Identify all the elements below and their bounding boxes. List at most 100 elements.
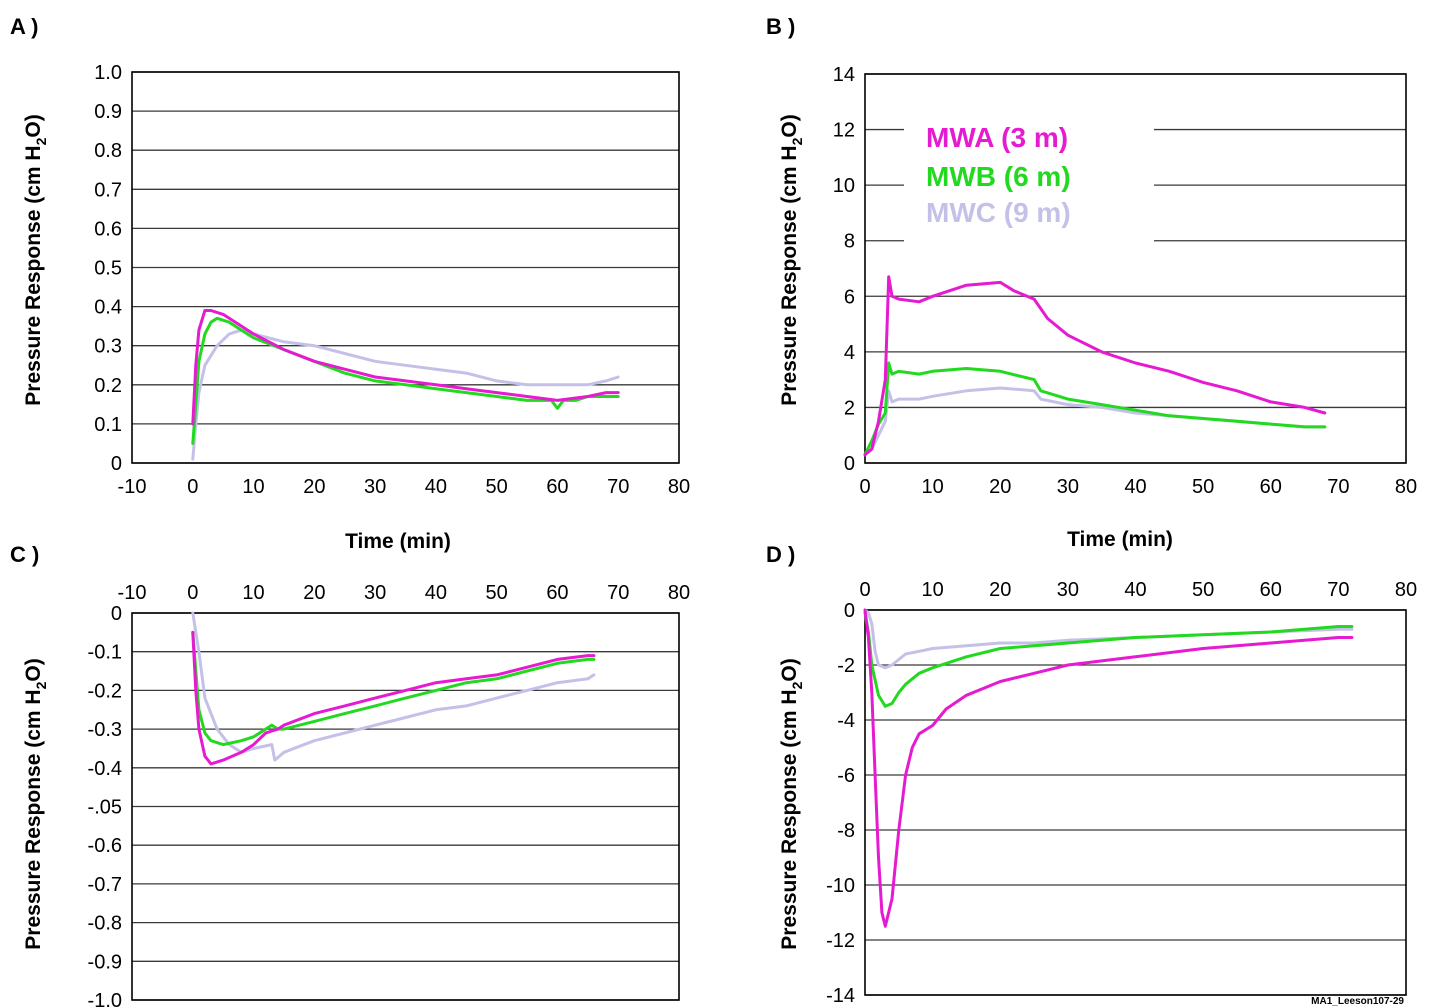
x-tick-label-b-2: 20 <box>989 476 1011 498</box>
y-tick-label-d-1: -2 <box>837 655 855 677</box>
x-tick-label-c-9: 80 <box>668 582 690 604</box>
y-tick-label-b-0: 0 <box>844 453 855 475</box>
y-tick-label-a-5: 0.5 <box>94 258 122 280</box>
x-tick-label-b-7: 70 <box>1327 476 1349 498</box>
x-tick-label-c-5: 40 <box>425 582 447 604</box>
x-axis-title-a: Time (min) <box>345 530 451 553</box>
series-line-c-mwb <box>191 630 596 747</box>
chart-panel-c: 0 -0.1 -0.2 -0.3 -0.4 -.05 -0.6 -0.7 -0.8 -0.9 -1.… <box>88 582 691 1008</box>
x-tick-label-d-3: 30 <box>1057 579 1079 601</box>
x-tick-label-a-1: 0 <box>187 476 198 498</box>
y-tick-label-c-10: -1.0 <box>88 990 122 1008</box>
x-tick-label-a-3: 20 <box>303 476 325 498</box>
y-tick-label-a-6: 0.6 <box>94 218 122 240</box>
y-tick-label-a-7: 0.7 <box>94 179 122 201</box>
y-axis-title-c: Pressure Response (cm H2O) <box>22 658 49 949</box>
x-tick-label-c-1: 0 <box>187 582 198 604</box>
x-tick-label-b-3: 30 <box>1057 476 1079 498</box>
y-tick-label-d-3: -6 <box>837 765 855 787</box>
y-tick-label-a-9: 0.9 <box>94 101 122 123</box>
x-tick-label-c-6: 50 <box>486 582 508 604</box>
legend-entry-mwc: MWC (9 m) <box>926 197 1071 228</box>
y-tick-label-d-5: -10 <box>826 875 855 897</box>
y-tick-label-c-6: -0.6 <box>88 835 122 857</box>
x-tick-label-b-0: 0 <box>859 476 870 498</box>
plot-frame-b <box>864 73 1407 464</box>
y-tick-label-d-0: 0 <box>844 600 855 622</box>
series-line-a-mwc <box>191 328 620 461</box>
x-tick-label-d-0: 0 <box>859 579 870 601</box>
x-tick-label-b-5: 50 <box>1192 476 1214 498</box>
panel-label-a: A ) <box>10 14 39 39</box>
x-tick-label-c-7: 60 <box>546 582 568 604</box>
x-tick-label-a-6: 50 <box>486 476 508 498</box>
x-tick-label-a-7: 60 <box>546 476 568 498</box>
y-tick-label-c-3: -0.3 <box>88 719 122 741</box>
y-axis-title-b: Pressure Response (cm H2O) <box>778 114 805 405</box>
y-tick-label-b-2: 4 <box>844 342 855 364</box>
y-tick-label-a-2: 0.2 <box>94 375 122 397</box>
x-tick-label-d-7: 70 <box>1327 579 1349 601</box>
x-tick-label-c-0: -10 <box>118 582 147 604</box>
figure-id-label: MA1_Leeson107-29 <box>1311 996 1404 1007</box>
x-tick-label-a-9: 80 <box>668 476 690 498</box>
plot-frame-c <box>131 612 680 1001</box>
x-tick-label-d-8: 80 <box>1395 579 1417 601</box>
x-tick-label-a-5: 40 <box>425 476 447 498</box>
chart-panel-a: 00.10.20.30.40.50.60.70.80.91.0-10 0 10 20 3… <box>94 62 690 498</box>
y-tick-label-d-4: -8 <box>837 820 855 842</box>
legend-entry-mwa: MWA (3 m) <box>926 122 1068 153</box>
legend-entry-mwb: MWB (6 m) <box>926 161 1071 192</box>
charts-layer: 00.10.20.30.40.50.60.70.80.91.0-10 0 10 20 3… <box>88 62 1418 1008</box>
y-tick-label-b-5: 10 <box>833 175 855 197</box>
x-tick-label-b-6: 60 <box>1260 476 1282 498</box>
y-tick-label-c-9: -0.9 <box>88 951 122 973</box>
y-tick-label-c-4: -0.4 <box>88 758 122 780</box>
panel-label-b: B ) <box>766 14 795 39</box>
y-tick-label-c-0: 0 <box>111 603 122 625</box>
series-line-a-mwa <box>191 309 620 426</box>
x-tick-label-c-8: 70 <box>607 582 629 604</box>
x-tick-label-d-6: 60 <box>1260 579 1282 601</box>
y-tick-label-b-4: 8 <box>844 231 855 253</box>
y-tick-label-b-6: 12 <box>833 120 855 142</box>
y-tick-label-a-1: 0.1 <box>94 414 122 436</box>
plot-frame-d <box>864 609 1407 996</box>
x-tick-label-c-3: 20 <box>303 582 325 604</box>
y-tick-label-c-8: -0.8 <box>88 913 122 935</box>
x-tick-label-b-8: 80 <box>1395 476 1417 498</box>
x-tick-label-d-2: 20 <box>989 579 1011 601</box>
y-tick-label-b-7: 14 <box>833 64 855 86</box>
y-tick-label-a-10: 1.0 <box>94 62 122 84</box>
y-axis-title-d: Pressure Response (cm H2O) <box>778 658 805 949</box>
y-tick-label-c-2: -0.2 <box>88 680 122 702</box>
panel-label-c: C ) <box>10 542 39 567</box>
series-line-b-mwb <box>863 361 1327 457</box>
chart-panel-d: 0 -2 -4 -6 -8 -10 -12 -14 0 10 20 30 40 50 60 70 80 <box>826 579 1417 1007</box>
series-line-c-mwc <box>191 611 596 762</box>
panel-label-d: D ) <box>766 542 795 567</box>
x-tick-label-a-8: 70 <box>607 476 629 498</box>
x-tick-label-b-4: 40 <box>1124 476 1146 498</box>
y-tick-label-a-4: 0.4 <box>94 297 122 319</box>
x-tick-label-d-5: 50 <box>1192 579 1214 601</box>
y-tick-label-a-3: 0.3 <box>94 336 122 358</box>
y-tick-label-d-7: -14 <box>826 985 855 1007</box>
x-tick-label-a-2: 10 <box>242 476 264 498</box>
series-line-b-mwa <box>863 275 1327 457</box>
x-tick-label-c-4: 30 <box>364 582 386 604</box>
series-line-c-mwa <box>191 630 596 766</box>
x-tick-label-b-1: 10 <box>922 476 944 498</box>
x-tick-label-a-0: -10 <box>118 476 147 498</box>
x-tick-label-c-2: 10 <box>242 582 264 604</box>
legend: MWA (3 m) MWB (6 m) MWC (9 m) <box>904 112 1154 242</box>
legend-background <box>904 112 1154 242</box>
y-tick-label-a-8: 0.8 <box>94 140 122 162</box>
y-tick-label-a-0: 0 <box>111 453 122 475</box>
series-line-d-mwb <box>863 611 1354 708</box>
y-tick-label-c-1: -0.1 <box>88 642 122 664</box>
x-tick-label-d-1: 10 <box>922 579 944 601</box>
y-tick-label-d-2: -4 <box>837 710 855 732</box>
x-axis-title-b: Time (min) <box>1067 528 1173 551</box>
